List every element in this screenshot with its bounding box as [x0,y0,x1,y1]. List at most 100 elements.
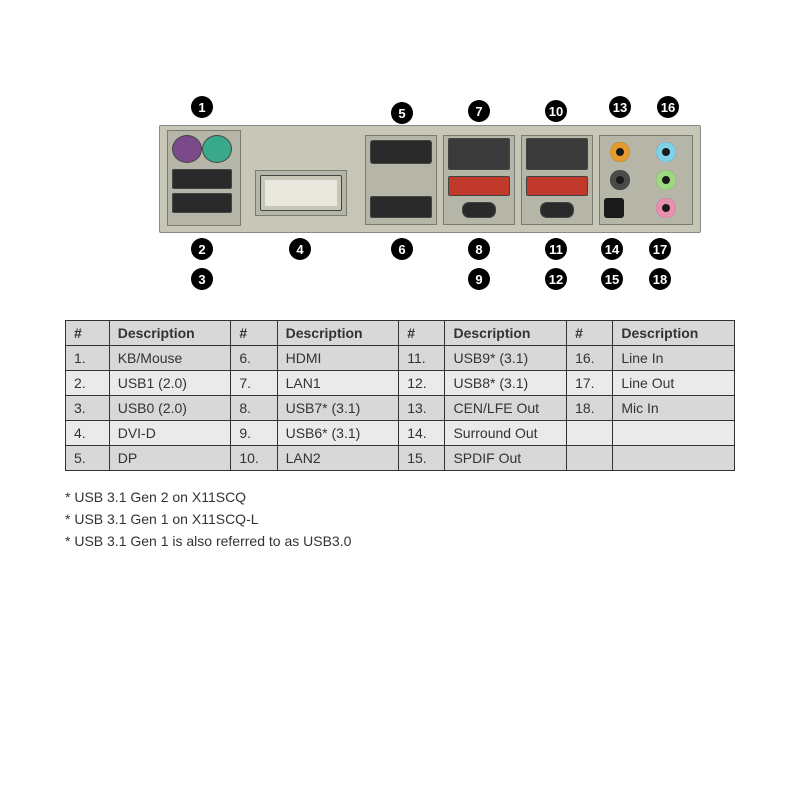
th-desc-3: Description [445,321,567,346]
callout-12: 12 [545,268,567,290]
callout-1: 1 [191,96,213,118]
table-cell [613,446,735,471]
table-cell: 4. [66,421,110,446]
table-cell: 2. [66,371,110,396]
callout-15: 15 [601,268,623,290]
lan2-port [526,138,588,170]
table-cell [567,446,613,471]
callout-18: 18 [649,268,671,290]
callout-8: 8 [468,238,490,260]
audio-lineout [656,170,676,190]
table-row: 1.KB/Mouse6.HDMI11.USB9* (3.1)16.Line In [66,346,735,371]
callout-4: 4 [289,238,311,260]
th-desc-4: Description [613,321,735,346]
spdif-port [604,198,624,218]
table-row: 4.DVI-D9.USB6* (3.1)14.Surround Out [66,421,735,446]
table-cell: LAN1 [277,371,399,396]
table-cell: 7. [231,371,277,396]
table-cell: Line In [613,346,735,371]
callout-3: 3 [191,268,213,290]
table-cell: LAN2 [277,446,399,471]
table-cell: USB0 (2.0) [109,396,231,421]
th-num-2: # [231,321,277,346]
table-cell: 18. [567,396,613,421]
table-cell: USB9* (3.1) [445,346,567,371]
port-group-lan2 [521,135,593,225]
ps2-port-green [202,135,232,163]
port-group-lan1 [443,135,515,225]
callout-5: 5 [391,102,413,124]
table-cell: USB1 (2.0) [109,371,231,396]
th-num-1: # [66,321,110,346]
table-cell: CEN/LFE Out [445,396,567,421]
table-cell: USB6* (3.1) [277,421,399,446]
usb31-port-9 [526,176,588,196]
table-cell: 3. [66,396,110,421]
table-cell: 5. [66,446,110,471]
callout-11: 11 [545,238,567,260]
table-row: 2.USB1 (2.0)7.LAN112.USB8* (3.1)17.Line … [66,371,735,396]
io-panel-diagram: 1 2 3 4 5 6 7 8 9 10 11 12 13 14 15 16 1… [85,40,715,290]
table-cell: USB8* (3.1) [445,371,567,396]
usbc-port-8 [540,202,574,218]
table-cell: Surround Out [445,421,567,446]
table-cell: Line Out [613,371,735,396]
hdmi-port [370,196,432,218]
port-group-dvi [255,170,347,216]
callout-17: 17 [649,238,671,260]
audio-linein [656,142,676,162]
lan1-port [448,138,510,170]
callout-13: 13 [609,96,631,118]
footnote-3: * USB 3.1 Gen 1 is also referred to as U… [65,533,735,549]
table-cell: 1. [66,346,110,371]
table-cell: USB7* (3.1) [277,396,399,421]
table-cell: SPDIF Out [445,446,567,471]
usb2-port-1 [172,169,232,189]
usb31-port-7 [448,176,510,196]
table-cell: 15. [399,446,445,471]
table-cell: 6. [231,346,277,371]
footnotes: * USB 3.1 Gen 2 on X11SCQ * USB 3.1 Gen … [65,489,735,549]
th-num-3: # [399,321,445,346]
table-cell: 9. [231,421,277,446]
callout-9: 9 [468,268,490,290]
footnote-1: * USB 3.1 Gen 2 on X11SCQ [65,489,735,505]
callout-7: 7 [468,100,490,122]
callout-10: 10 [545,100,567,122]
th-desc-2: Description [277,321,399,346]
dvi-port [260,175,342,211]
table-cell: Mic In [613,396,735,421]
th-num-4: # [567,321,613,346]
ps2-port-purple [172,135,202,163]
port-group-1 [167,130,241,226]
table-cell: 14. [399,421,445,446]
callout-16: 16 [657,96,679,118]
port-group-display [365,135,437,225]
callout-14: 14 [601,238,623,260]
th-desc-1: Description [109,321,231,346]
audio-surround [610,170,630,190]
table-cell: DVI-D [109,421,231,446]
dp-port [370,140,432,164]
audio-micin [656,198,676,218]
footnote-2: * USB 3.1 Gen 1 on X11SCQ-L [65,511,735,527]
audio-cenlfe [610,142,630,162]
callout-6: 6 [391,238,413,260]
table-cell: 13. [399,396,445,421]
usb2-port-0 [172,193,232,213]
usbc-port-6 [462,202,496,218]
table-cell: 11. [399,346,445,371]
table-cell: DP [109,446,231,471]
table-cell: 16. [567,346,613,371]
table-cell: 8. [231,396,277,421]
table-cell: 17. [567,371,613,396]
callout-2: 2 [191,238,213,260]
table-cell: KB/Mouse [109,346,231,371]
table-cell: HDMI [277,346,399,371]
port-description-table: # Description # Description # Descriptio… [65,320,735,471]
table-row: 3.USB0 (2.0)8.USB7* (3.1)13.CEN/LFE Out1… [66,396,735,421]
table-cell: 12. [399,371,445,396]
port-group-audio [599,135,693,225]
table-cell: 10. [231,446,277,471]
table-cell [567,421,613,446]
